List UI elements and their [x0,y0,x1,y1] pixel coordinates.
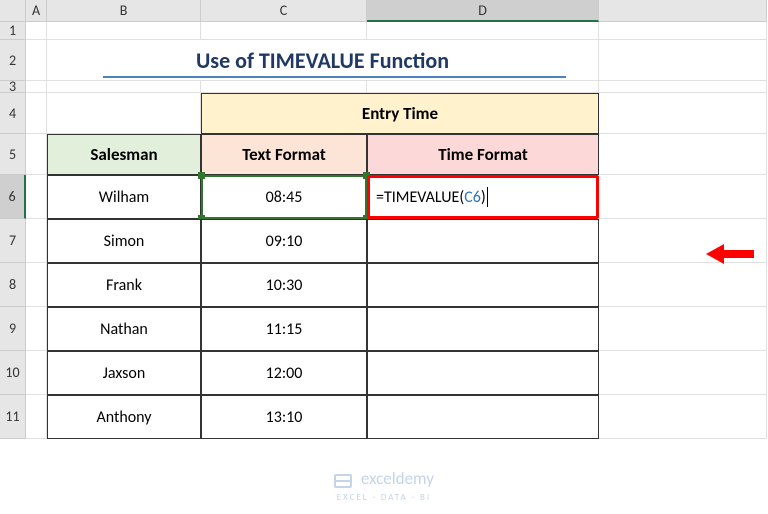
cell[interactable] [26,395,47,439]
row-header-8[interactable]: 8 [0,263,26,307]
formula-suffix: ) [481,188,486,207]
salesman-cell[interactable]: Frank [47,263,201,307]
text-cell[interactable]: 12:00 [201,351,367,395]
formula-reference: C6 [464,188,481,207]
formula-prefix: =TIMEVALUE( [376,188,464,207]
row-header-4[interactable]: 4 [0,93,26,134]
col-header-extra[interactable] [599,0,767,22]
row-header-7[interactable]: 7 [0,219,26,263]
salesman-cell[interactable]: Jaxson [47,351,201,395]
cell[interactable] [599,395,767,439]
row-header-6[interactable]: 6 [0,175,26,219]
col-header-d[interactable]: D [367,0,599,22]
cell[interactable] [26,351,47,395]
text-cell[interactable]: 10:30 [201,263,367,307]
time-cell[interactable] [367,263,599,307]
time-cell[interactable] [367,307,599,351]
time-cell[interactable] [367,219,599,263]
text-format-header[interactable]: Text Format [201,134,367,175]
cell[interactable] [599,40,767,81]
cell[interactable] [201,22,367,40]
cell[interactable] [599,22,767,40]
select-all-corner[interactable] [0,0,26,22]
entry-time-header[interactable]: Entry Time [201,93,599,134]
text-cell[interactable]: 13:10 [201,395,367,439]
salesman-header[interactable]: Salesman [47,134,201,175]
row-header-9[interactable]: 9 [0,307,26,351]
column-headers: A B C D [0,0,768,22]
row-header-10[interactable]: 10 [0,351,26,395]
cell[interactable] [26,263,47,307]
cell[interactable] [367,81,599,93]
cell[interactable] [599,175,767,219]
text-value: 08:45 [266,188,303,207]
watermark-sub: EXCEL · DATA · BI [337,492,431,503]
formula-edit-cell[interactable]: =TIMEVALUE(C6) [367,175,599,219]
row-header-11[interactable]: 11 [0,395,26,439]
col-header-b[interactable]: B [47,0,201,22]
cell[interactable] [26,175,47,219]
cell[interactable] [26,40,47,81]
cell[interactable] [26,22,47,40]
text-cursor [487,187,488,207]
col-header-a[interactable]: A [26,0,47,22]
time-cell[interactable] [367,351,599,395]
cell[interactable] [599,134,767,175]
cell[interactable] [47,22,201,40]
cell[interactable] [599,351,767,395]
watermark-brand: exceldemy [361,468,434,489]
cell[interactable] [26,219,47,263]
cell[interactable] [201,81,367,93]
time-format-header[interactable]: Time Format [367,134,599,175]
cell[interactable] [26,307,47,351]
text-cell[interactable]: 11:15 [201,307,367,351]
salesman-cell[interactable]: Anthony [47,395,201,439]
cell[interactable] [47,93,201,134]
cell[interactable] [599,93,767,134]
callout-arrow-icon [706,236,754,275]
salesman-cell[interactable]: Nathan [47,307,201,351]
salesman-cell[interactable]: Simon [47,219,201,263]
salesman-cell[interactable]: Wilham [47,175,201,219]
col-header-c[interactable]: C [201,0,367,22]
selection-handle [198,172,205,179]
row-header-5[interactable]: 5 [0,134,26,175]
cell[interactable] [367,22,599,40]
cell[interactable] [26,81,47,93]
row-header-2[interactable]: 2 [0,40,26,81]
time-cell[interactable] [367,395,599,439]
title-cell[interactable]: Use of TIMEVALUE Function [47,40,599,81]
row-header-1[interactable]: 1 [0,22,26,40]
text-cell[interactable]: 09:10 [201,219,367,263]
cell[interactable] [47,81,201,93]
row-header-3[interactable]: 3 [0,81,26,93]
cell[interactable] [26,134,47,175]
spreadsheet-grid: A B C D 1 2 Use of TIMEVALUE Function 3 … [0,0,768,439]
watermark: exceldemy EXCEL · DATA · BI [0,468,768,504]
watermark-icon [334,474,352,488]
cell[interactable] [599,81,767,93]
cell[interactable] [599,307,767,351]
title-underline [103,76,566,78]
text-cell-referenced[interactable]: 08:45 [201,175,367,219]
cell[interactable] [26,93,47,134]
page-title: Use of TIMEVALUE Function [196,47,449,74]
